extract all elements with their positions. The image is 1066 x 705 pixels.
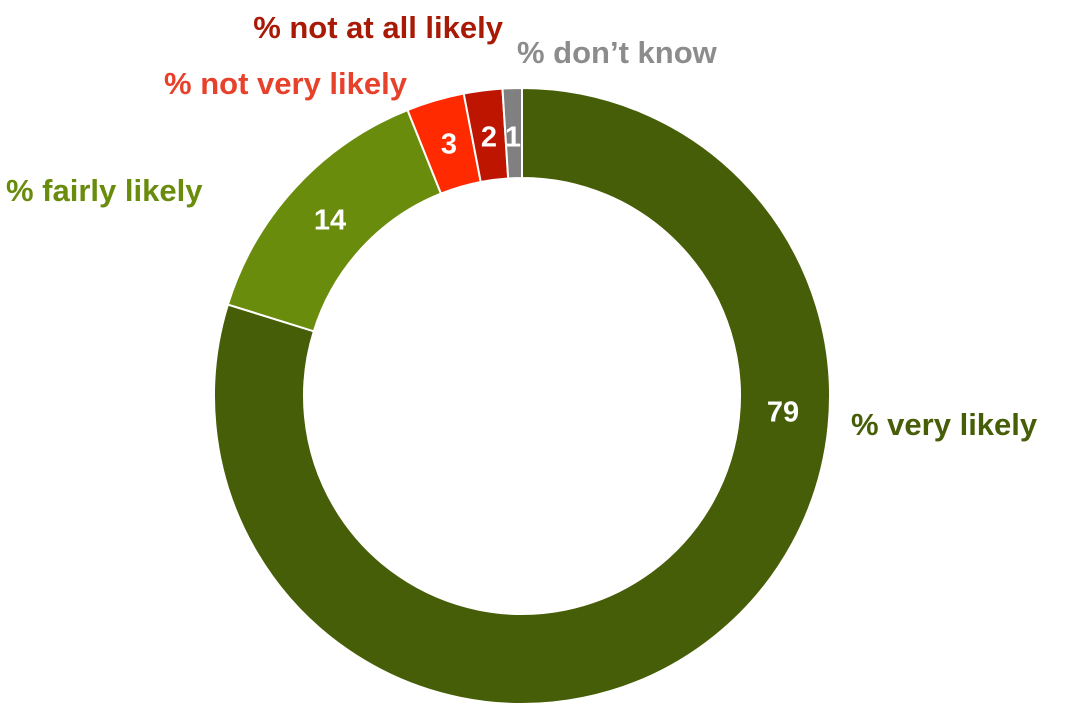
donut-segment-very-likely xyxy=(213,86,831,705)
category-label: % fairly likely xyxy=(6,173,203,208)
value-label: 14 xyxy=(314,205,346,237)
category-label: % not at all likely xyxy=(253,10,504,45)
value-label: 3 xyxy=(441,129,457,161)
value-label: 79 xyxy=(767,397,799,429)
donut-segment-don-t-know xyxy=(501,86,523,180)
value-label: 1 xyxy=(505,122,521,154)
category-label: % very likely xyxy=(851,407,1038,442)
value-labels: 79 14 3 2 1 xyxy=(314,122,799,429)
value-label: 2 xyxy=(481,122,497,154)
category-labels: % very likely % fairly likely % not very l… xyxy=(6,10,1038,442)
category-label: % not very likely xyxy=(164,66,408,101)
category-label: % don’t know xyxy=(517,35,718,70)
donut-segments xyxy=(213,86,831,705)
